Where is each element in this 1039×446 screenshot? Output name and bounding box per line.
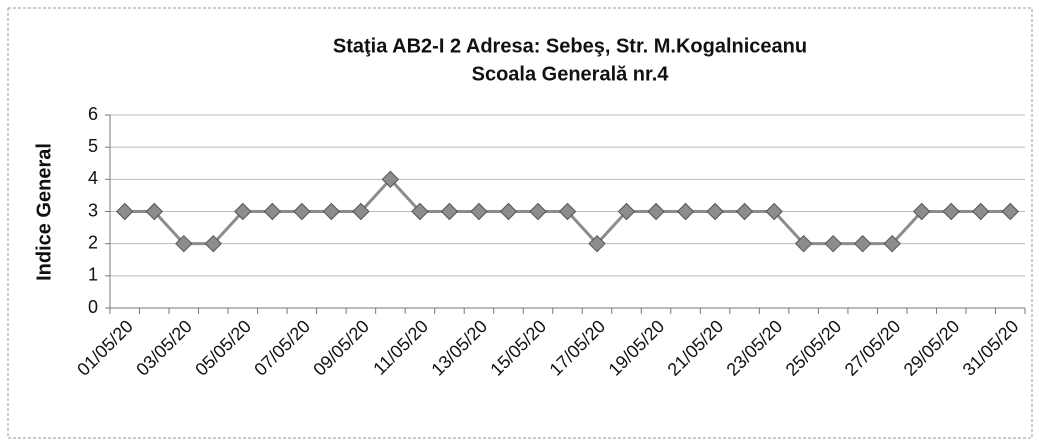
data-point xyxy=(558,202,577,221)
data-point xyxy=(411,202,429,221)
data-point xyxy=(765,202,783,221)
data-point xyxy=(647,202,665,221)
data-point xyxy=(942,202,960,221)
data-point xyxy=(529,202,547,221)
data-point xyxy=(322,202,341,221)
data-point xyxy=(706,202,724,221)
data-point xyxy=(1001,202,1019,221)
data-point xyxy=(116,202,134,221)
y-tick-label: 0 xyxy=(88,297,98,317)
chart-subtitle: Scoala Generală nr.4 xyxy=(472,63,670,85)
y-tick-label: 1 xyxy=(88,265,98,285)
data-point xyxy=(381,170,400,189)
y-tick-label: 3 xyxy=(88,200,98,220)
data-point xyxy=(676,202,695,221)
data-point xyxy=(263,202,282,221)
y-tick-label: 2 xyxy=(88,232,98,252)
data-point xyxy=(440,202,459,221)
chart-title: Staţia AB2-I 2 Adresa: Sebeş, Str. M.Kog… xyxy=(333,35,807,57)
data-point xyxy=(234,202,252,221)
data-point xyxy=(735,202,754,221)
data-point xyxy=(175,234,193,253)
data-point xyxy=(853,234,872,253)
data-point xyxy=(617,202,636,221)
data-point xyxy=(794,234,813,253)
data-point xyxy=(145,202,163,221)
data-point xyxy=(883,234,901,253)
data-point xyxy=(293,202,311,221)
data-point xyxy=(824,234,842,253)
data-point xyxy=(972,202,990,221)
data-point xyxy=(499,202,518,221)
data-point xyxy=(470,202,488,221)
y-axis-label: Indice General xyxy=(33,143,55,281)
data-point xyxy=(352,202,370,221)
y-tick-label: 5 xyxy=(88,136,98,156)
data-point xyxy=(588,234,606,253)
y-tick-label: 6 xyxy=(88,104,98,124)
chart-border xyxy=(7,7,1033,439)
y-tick-label: 4 xyxy=(88,168,98,188)
data-point xyxy=(912,202,931,221)
data-point xyxy=(204,234,223,253)
